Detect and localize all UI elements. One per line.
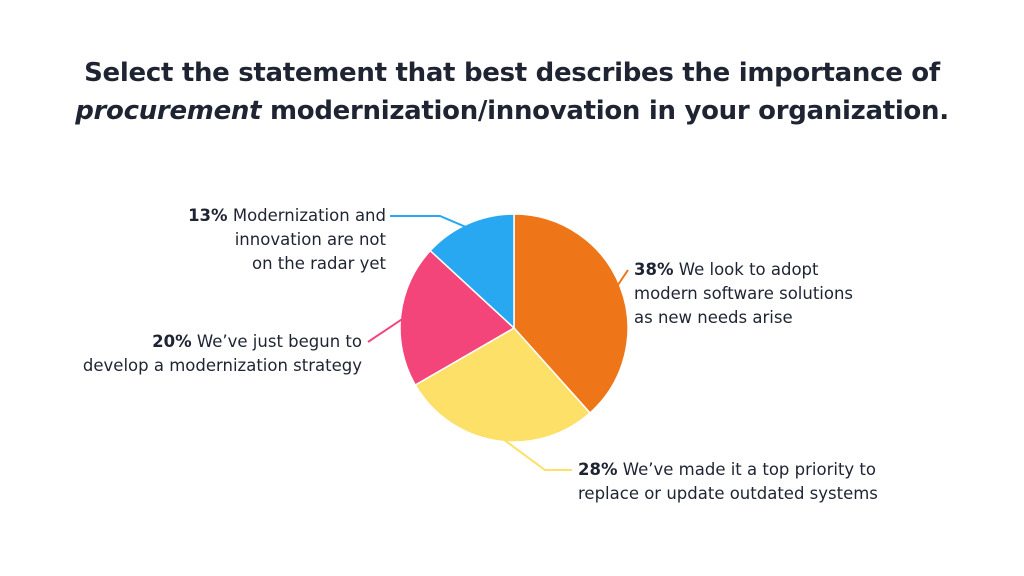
leader-line-20: [367, 315, 408, 343]
slice-text: We look to adopt: [678, 260, 819, 279]
pie-slice-13: [429, 213, 515, 330]
slice-label-line: on the radar yet: [251, 254, 386, 273]
slice-text: We’ve made it a top priority to: [622, 460, 876, 479]
pie-slice-28: [414, 327, 592, 443]
chart-title-line-2-rest: modernization/innovation in your organiz…: [261, 96, 949, 126]
leader-line-13: [390, 215, 472, 230]
slice-text: Modernization and: [232, 206, 386, 225]
slice-label-line: 38% We look to adopt: [634, 258, 853, 282]
leader-lines: [367, 215, 629, 471]
slice-label-line: replace or update outdated systems: [578, 484, 878, 503]
chart-title-line-2: procurement modernization/innovation in …: [40, 92, 984, 130]
slice-label-28: 28% We’ve made it a top priority to repl…: [578, 458, 878, 506]
slice-label-38: 38% We look to adopt modern software sol…: [634, 258, 853, 330]
chart-title-line-1: Select the statement that best describes…: [84, 58, 940, 88]
slice-label-line: modern software solutions: [634, 284, 854, 303]
pie-slice-20: [399, 249, 516, 387]
chart-title-italic-word: procurement: [75, 96, 262, 126]
slice-label-line: 13% Modernization and: [188, 204, 386, 228]
pie-slices: [399, 213, 629, 443]
slice-label-13: 13% Modernization and innovation are not…: [188, 204, 386, 276]
slice-percent: 38%: [634, 260, 674, 279]
slice-label-line: 28% We’ve made it a top priority to: [578, 458, 878, 482]
chart-title: Select the statement that best describes…: [40, 54, 984, 130]
slice-label-line: as new needs arise: [634, 308, 793, 327]
slice-label-20: 20% We’ve just begun to develop a modern…: [83, 330, 362, 378]
slice-percent: 20%: [152, 332, 192, 351]
slice-percent: 13%: [188, 206, 228, 225]
slice-label-line: develop a modernization strategy: [82, 356, 362, 375]
slice-label-line: 20% We’ve just begun to: [83, 330, 362, 354]
pie-slice-38: [513, 213, 629, 415]
slice-label-line: innovation are not: [234, 230, 386, 249]
leader-line-28: [496, 433, 572, 471]
slice-text: We’ve just begun to: [196, 332, 362, 351]
leader-line-38: [614, 269, 629, 291]
slice-percent: 28%: [578, 460, 618, 479]
